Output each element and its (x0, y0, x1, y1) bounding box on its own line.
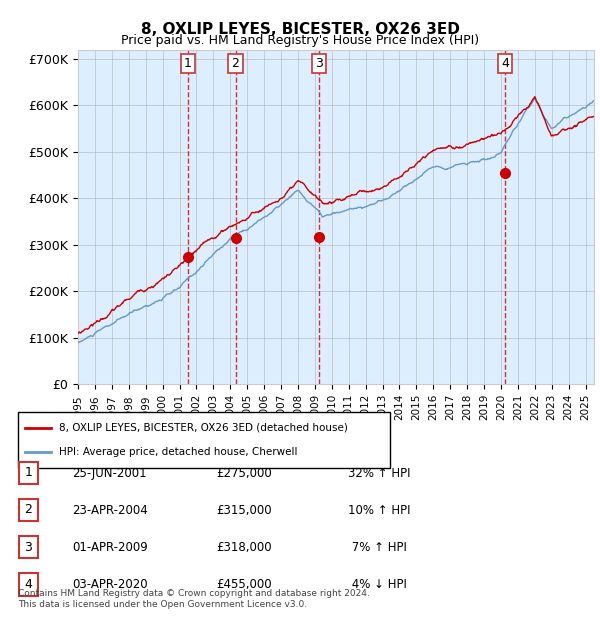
FancyBboxPatch shape (19, 536, 38, 558)
Text: 2: 2 (25, 503, 32, 516)
Text: 8, OXLIP LEYES, BICESTER, OX26 3ED (detached house): 8, OXLIP LEYES, BICESTER, OX26 3ED (deta… (59, 423, 348, 433)
Text: £318,000: £318,000 (216, 541, 272, 554)
Text: 4: 4 (25, 578, 32, 591)
FancyBboxPatch shape (18, 412, 390, 468)
Text: 4: 4 (501, 57, 509, 70)
Text: 3: 3 (315, 57, 323, 70)
Text: 03-APR-2020: 03-APR-2020 (72, 578, 148, 591)
FancyBboxPatch shape (19, 461, 38, 484)
Text: 4% ↓ HPI: 4% ↓ HPI (348, 578, 407, 591)
Text: £315,000: £315,000 (216, 504, 272, 516)
Text: £275,000: £275,000 (216, 467, 272, 479)
Text: 1: 1 (25, 466, 32, 479)
FancyBboxPatch shape (19, 573, 38, 595)
Text: 01-APR-2009: 01-APR-2009 (72, 541, 148, 554)
Text: 7% ↑ HPI: 7% ↑ HPI (348, 541, 407, 554)
Text: Price paid vs. HM Land Registry's House Price Index (HPI): Price paid vs. HM Land Registry's House … (121, 34, 479, 47)
Text: HPI: Average price, detached house, Cherwell: HPI: Average price, detached house, Cher… (59, 448, 298, 458)
Text: Contains HM Land Registry data © Crown copyright and database right 2024.
This d: Contains HM Land Registry data © Crown c… (18, 590, 370, 609)
Text: 2: 2 (232, 57, 239, 70)
Text: 1: 1 (184, 57, 191, 70)
FancyBboxPatch shape (19, 498, 38, 521)
Text: 10% ↑ HPI: 10% ↑ HPI (348, 504, 410, 516)
Text: 32% ↑ HPI: 32% ↑ HPI (348, 467, 410, 479)
Text: 25-JUN-2001: 25-JUN-2001 (72, 467, 146, 479)
Text: 23-APR-2004: 23-APR-2004 (72, 504, 148, 516)
Text: £455,000: £455,000 (216, 578, 272, 591)
Text: 3: 3 (25, 541, 32, 554)
Text: 8, OXLIP LEYES, BICESTER, OX26 3ED: 8, OXLIP LEYES, BICESTER, OX26 3ED (140, 22, 460, 37)
